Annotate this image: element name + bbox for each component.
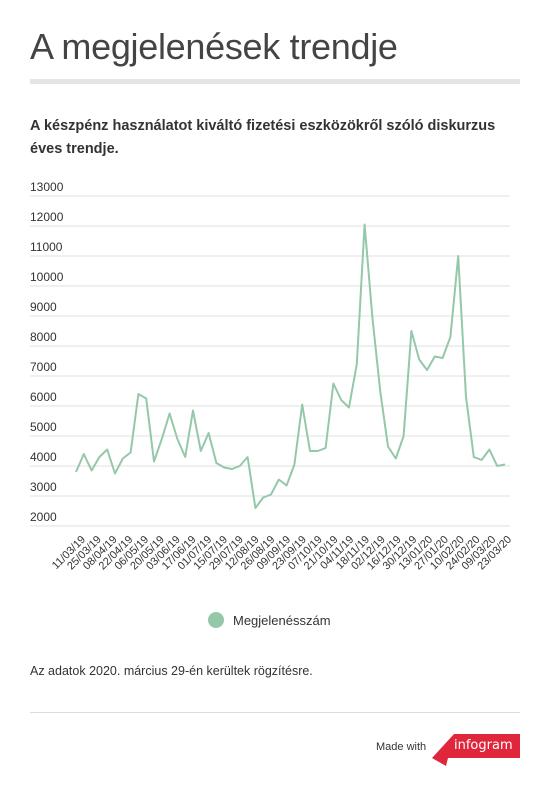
y-tick-label: 13000 (30, 180, 64, 194)
y-tick-label: 8000 (30, 330, 57, 344)
brand-name: infogram (454, 738, 513, 753)
y-tick-label: 6000 (30, 390, 57, 404)
footnote: Az adatok 2020. március 29-én kerültek r… (30, 664, 313, 678)
infogram-logo[interactable] (432, 734, 520, 766)
y-tick-label: 9000 (30, 300, 57, 314)
grid-lines (30, 195, 510, 527)
chart-subtitle: A készpénz használatot kiváltó fizetési … (30, 118, 496, 157)
logo-flag-icon (432, 734, 520, 766)
y-tick-label: 12000 (30, 210, 64, 224)
page-title: A megjelenések trendje (30, 26, 398, 67)
chart-legend[interactable]: Megjelenésszám (208, 612, 331, 628)
y-tick-label: 11000 (30, 240, 63, 254)
y-tick-label: 7000 (30, 360, 57, 374)
legend-label: Megjelenésszám (233, 612, 331, 628)
y-tick-label: 10000 (30, 270, 64, 284)
y-tick-label: 4000 (30, 450, 57, 464)
x-axis-ticks: 11/03/1925/03/1908/04/1922/04/1906/05/19… (50, 534, 514, 573)
line-chart: 2000 3000 4000 5000 6000 7000 8000 9000 10000 110… (30, 180, 514, 573)
series-line[interactable] (75, 223, 506, 509)
legend-dot-icon (208, 612, 224, 628)
title-divider (30, 79, 520, 84)
y-tick-label: 2000 (30, 510, 57, 524)
made-with-label: Made with (376, 741, 427, 753)
y-axis-ticks: 2000 3000 4000 5000 6000 7000 8000 9000 10000 110… (30, 180, 64, 524)
series-layer (75, 223, 506, 509)
y-tick-label: 3000 (30, 480, 57, 494)
footer-divider (30, 712, 520, 713)
y-tick-label: 5000 (30, 420, 57, 434)
